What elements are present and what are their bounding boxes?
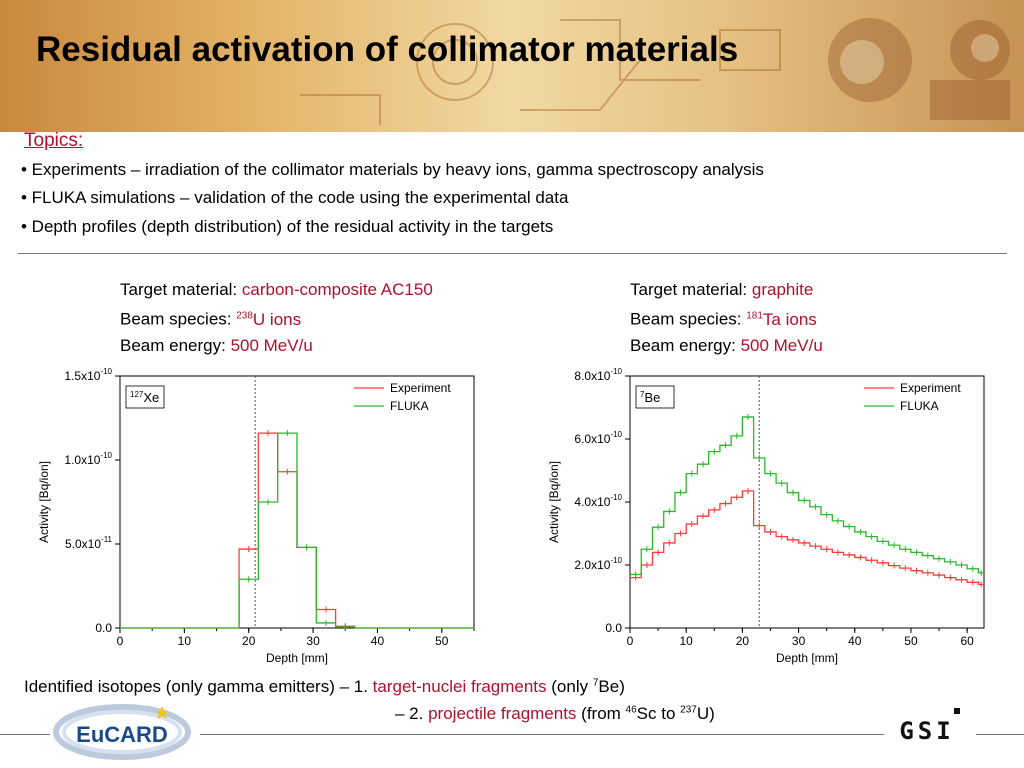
plot-frame bbox=[629, 375, 985, 629]
isotope-mass: 46 bbox=[625, 704, 637, 716]
species-mass: 181 bbox=[746, 310, 763, 321]
target-nuclei-fragments: target-nuclei fragments bbox=[372, 677, 547, 696]
right-material-line: Target material: graphite bbox=[630, 277, 823, 303]
y-tick-label: 2.0x10-10 bbox=[574, 556, 622, 572]
isotopes-note: (only bbox=[546, 677, 593, 696]
species-value: Ta ions bbox=[762, 309, 817, 329]
projectile-fragments: projectile fragments bbox=[428, 704, 577, 723]
x-tick-label: 20 bbox=[242, 634, 256, 648]
y-tick-label: 4.0x10-10 bbox=[574, 493, 622, 509]
x-tick-label: 30 bbox=[792, 634, 806, 648]
isotope-label: 127Xe bbox=[130, 390, 159, 405]
isotope-label-box bbox=[635, 385, 675, 409]
footer-divider bbox=[0, 734, 1024, 735]
y-tick-label: 5.0x10-11 bbox=[65, 535, 113, 551]
y-axis-label: Activity [Bq/ion] bbox=[547, 461, 561, 543]
topic-bullet: • FLUKA simulations – validation of the … bbox=[21, 188, 569, 207]
energy-label: Beam energy: bbox=[120, 335, 231, 355]
x-tick-label: 60 bbox=[960, 634, 974, 648]
banner-background-art bbox=[300, 18, 1010, 125]
isotopes-note: Sc to bbox=[636, 704, 681, 723]
energy-label: Beam energy: bbox=[630, 335, 741, 355]
isotope-mass: 237 bbox=[680, 704, 697, 716]
isotope-label: 7Be bbox=[640, 390, 660, 405]
topic-bullet: • Experiments – irradiation of the colli… bbox=[21, 160, 764, 179]
y-tick-label: 6.0x10-10 bbox=[574, 430, 622, 446]
legend-label: Experiment bbox=[900, 381, 961, 395]
legend-label: FLUKA bbox=[900, 399, 939, 413]
page-title: Residual activation of collimator materi… bbox=[36, 30, 739, 69]
topic-bullet: • Depth profiles (depth distribution) of… bbox=[21, 217, 554, 236]
left-material-line: Target material: carbon-composite AC150 bbox=[120, 277, 433, 303]
material-value: graphite bbox=[751, 280, 814, 299]
right-target-info: Target material: graphite Beam species: … bbox=[630, 277, 823, 359]
gsi-logo: GSI bbox=[884, 706, 976, 750]
section-divider bbox=[18, 253, 1007, 254]
species-label: Beam species: bbox=[630, 309, 747, 329]
energy-value: 500 MeV/u bbox=[740, 335, 823, 355]
x-axis-label: Depth [mm] bbox=[266, 651, 328, 665]
isotopes-note: Be) bbox=[598, 677, 625, 696]
legend-label: Experiment bbox=[390, 381, 451, 395]
x-tick-label: 10 bbox=[680, 634, 694, 648]
energy-value: 500 MeV/u bbox=[230, 335, 313, 355]
species-mass: 238 bbox=[236, 310, 253, 321]
x-tick-label: 30 bbox=[306, 634, 320, 648]
x-tick-label: 0 bbox=[627, 634, 634, 648]
isotopes-note: (from bbox=[576, 704, 626, 723]
x-tick-label: 50 bbox=[435, 634, 449, 648]
isotope-label-box bbox=[125, 385, 165, 409]
isotopes-intro: Identified isotopes (only gamma emitters… bbox=[24, 677, 373, 696]
x-tick-label: 10 bbox=[178, 634, 192, 648]
left-species-line: Beam species: 238U ions bbox=[120, 303, 433, 333]
x-tick-label: 40 bbox=[848, 634, 862, 648]
y-tick-label: 0.0 bbox=[95, 621, 112, 635]
species-label: Beam species: bbox=[120, 309, 237, 329]
isotope-mass: 7 bbox=[592, 677, 599, 689]
left-target-info: Target material: carbon-composite AC150 … bbox=[120, 277, 433, 359]
isotopes-line-2: – 2. projectile fragments (from 46Sc to … bbox=[395, 704, 715, 724]
y-axis-label: Activity [Bq/ion] bbox=[37, 461, 51, 543]
header-banner: Residual activation of collimator materi… bbox=[0, 0, 1024, 132]
legend-label: FLUKA bbox=[390, 399, 429, 413]
y-tick-label: 1.0x10-10 bbox=[64, 451, 112, 467]
right-species-line: Beam species: 181Ta ions bbox=[630, 303, 823, 333]
x-axis-label: Depth [mm] bbox=[776, 651, 838, 665]
species-value: U ions bbox=[252, 309, 302, 329]
y-tick-label: 1.5x10-10 bbox=[64, 367, 112, 383]
right-energy-line: Beam energy: 500 MeV/u bbox=[630, 333, 823, 359]
isotopes-line-1: Identified isotopes (only gamma emitters… bbox=[24, 677, 625, 697]
topics-heading: Topics: bbox=[24, 130, 84, 151]
isotopes-note: U) bbox=[696, 704, 715, 723]
isotopes-item-number: – 2. bbox=[395, 704, 429, 723]
x-tick-label: 40 bbox=[371, 634, 385, 648]
xe127-activity-chart: 0 10 20 30 40 50 0.0 5.0x10-11 1.0x10-10 1.5x10-1… bbox=[37, 367, 475, 665]
x-tick-label: 50 bbox=[904, 634, 918, 648]
svg-text:GSI: GSI bbox=[899, 717, 954, 745]
y-tick-label: 0.0 bbox=[605, 621, 622, 635]
material-value: carbon-composite AC150 bbox=[241, 280, 433, 299]
y-tick-label: 8.0x10-10 bbox=[574, 367, 622, 383]
eucard-logo: EuCARD bbox=[50, 700, 200, 762]
material-label: Target material: bbox=[120, 280, 242, 299]
left-energy-line: Beam energy: 500 MeV/u bbox=[120, 333, 433, 359]
svg-text:EuCARD: EuCARD bbox=[76, 722, 168, 747]
x-tick-label: 0 bbox=[117, 634, 124, 648]
be7-activity-chart: 0 10 20 30 40 50 60 0.0 2.0x10-10 4.0x10-10 6.0x10… bbox=[547, 367, 985, 665]
x-tick-label: 20 bbox=[736, 634, 750, 648]
material-label: Target material: bbox=[630, 280, 752, 299]
